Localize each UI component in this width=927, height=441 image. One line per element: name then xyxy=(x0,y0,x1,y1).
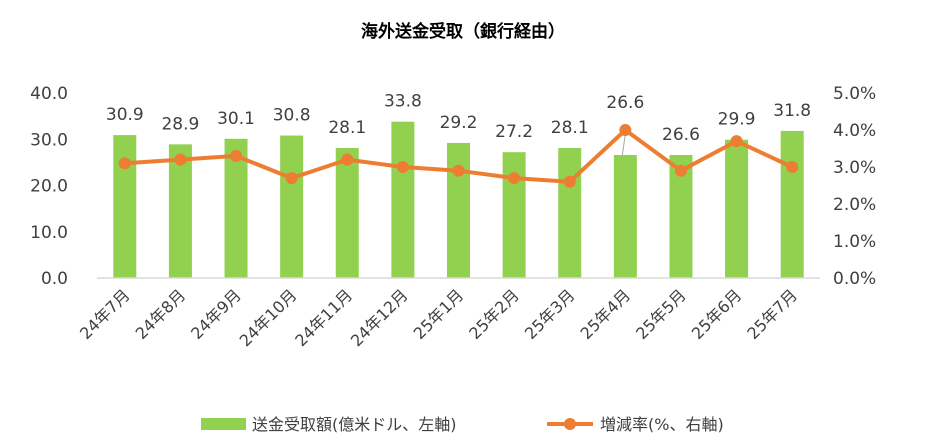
growth-rate-marker xyxy=(508,172,521,185)
chart-title: 海外送金受取（銀行経由） xyxy=(361,21,565,42)
y-right-tick-label: 1.0% xyxy=(833,232,876,252)
bar-data-label: 29.2 xyxy=(440,113,478,133)
bar xyxy=(113,135,137,278)
y-right-tick-label: 2.0% xyxy=(833,195,876,215)
legend-label: 送金受取額(億米ドル、左軸) xyxy=(252,415,457,434)
x-tick-label: 25年7月 xyxy=(743,285,801,343)
bar-data-label: 30.9 xyxy=(106,105,144,125)
bar-data-label: 28.1 xyxy=(551,118,589,138)
bar xyxy=(669,154,693,278)
bar-data-label: 28.1 xyxy=(328,118,366,138)
y-left-tick-label: 30.0 xyxy=(30,130,68,150)
x-tick-label: 25年2月 xyxy=(465,285,523,343)
bar xyxy=(335,148,359,278)
y-left-tick-label: 0.0 xyxy=(41,269,68,289)
growth-rate-marker xyxy=(674,164,687,177)
bar-data-label: 30.8 xyxy=(273,106,311,126)
x-tick-label: 24年10月 xyxy=(236,285,301,350)
y-right-tick-label: 3.0% xyxy=(833,158,876,178)
bar-data-label: 26.6 xyxy=(606,93,644,113)
y-left-tick-label: 40.0 xyxy=(30,84,68,104)
bar-data-label: 29.9 xyxy=(718,110,756,130)
x-tick-label: 24年9月 xyxy=(187,285,245,343)
x-tick-label: 25年4月 xyxy=(577,285,635,343)
growth-rate-marker xyxy=(786,161,799,173)
legend-swatch-marker xyxy=(564,418,576,430)
growth-rate-marker xyxy=(230,149,243,162)
bar xyxy=(447,142,470,278)
legend-swatch-bar xyxy=(201,418,246,430)
bar-data-label: 28.9 xyxy=(161,114,199,134)
x-tick-label: 24年7月 xyxy=(76,285,134,343)
x-tick-label: 25年5月 xyxy=(632,285,690,343)
growth-rate-marker xyxy=(174,153,187,166)
growth-rate-marker xyxy=(341,153,354,166)
bar xyxy=(168,144,192,278)
bar xyxy=(613,154,637,278)
bar xyxy=(502,152,526,278)
legend-label: 増減率(%、右軸) xyxy=(600,415,724,434)
x-tick-label: 25年6月 xyxy=(688,285,746,343)
bar xyxy=(224,138,248,278)
x-tick-label: 25年1月 xyxy=(410,285,468,343)
growth-rate-marker xyxy=(619,124,632,136)
bar-data-label: 31.8 xyxy=(773,101,811,121)
growth-rate-marker xyxy=(563,175,576,188)
bar-data-label: 27.2 xyxy=(495,122,533,142)
y-right-tick-label: 4.0% xyxy=(833,121,876,141)
growth-rate-marker xyxy=(396,161,409,173)
bar-data-label: 26.6 xyxy=(662,125,700,145)
bar-data-label: 30.1 xyxy=(217,109,255,129)
bar-data-label: 33.8 xyxy=(384,92,422,112)
y-right-tick-label: 0.0% xyxy=(833,269,876,289)
y-left-tick-label: 20.0 xyxy=(30,177,68,197)
bar xyxy=(725,139,749,278)
bar xyxy=(280,135,304,278)
growth-rate-marker xyxy=(118,157,131,170)
x-tick-label: 25年3月 xyxy=(521,285,579,343)
x-tick-label: 24年11月 xyxy=(291,285,356,350)
x-tick-label: 24年8月 xyxy=(132,285,190,343)
bar xyxy=(558,148,582,278)
y-right-tick-label: 5.0% xyxy=(833,84,876,104)
bar xyxy=(391,121,415,278)
bar xyxy=(780,130,804,278)
x-tick-label: 24年12月 xyxy=(347,285,412,350)
growth-rate-marker xyxy=(730,135,743,148)
growth-rate-marker xyxy=(452,164,465,177)
data-label-leader-line xyxy=(621,133,626,156)
growth-rate-marker xyxy=(285,172,298,185)
y-left-tick-label: 10.0 xyxy=(30,223,68,243)
